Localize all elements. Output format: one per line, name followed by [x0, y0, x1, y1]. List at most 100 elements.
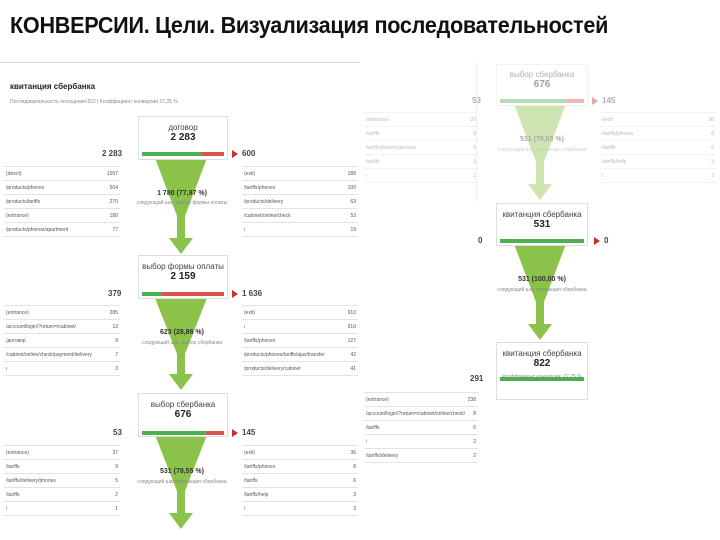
exits-count: 600 [242, 149, 256, 158]
table-row[interactable]: /tariffs 2 [364, 155, 478, 169]
exit-share-bar [202, 152, 224, 156]
entrance-table: (direct) 1097 /products/phones 504 /produc… [4, 166, 120, 237]
table-row[interactable]: (exit) 36 [600, 113, 716, 127]
step-value: 676 [174, 409, 192, 420]
exit-table: (exit) 36 /tariffs/phones 8 /tariffs 6 /tar… [242, 445, 358, 516]
step-value: 2 159 [170, 271, 196, 282]
exit-share-bar [566, 99, 584, 103]
table-row[interactable]: (entrance) 37 [4, 446, 120, 460]
exit-table: (exit) 36 /tariffs/phones 8 /tariffs 6 /tar… [600, 112, 716, 183]
table-row[interactable]: /tariffs/phones 8 [600, 127, 716, 141]
table-row[interactable]: (entrance) 238 [364, 393, 478, 407]
step-box[interactable]: выбор формы оплаты 2 159 [138, 255, 228, 299]
proceed-percent: 531 (78,55 %) [160, 468, 204, 475]
entrance-table: (entrance) 285 /account/login/?return=/ca… [4, 305, 120, 376]
table-row[interactable]: /1 [364, 169, 478, 183]
proceed-label: следующий шаг: выбор формы оплаты [136, 200, 228, 206]
table-row[interactable]: /tariffs 2 [4, 488, 120, 502]
table-row[interactable]: /tariffs/phones 127 [242, 334, 358, 348]
table-row[interactable]: /tariffs 9 [364, 127, 478, 141]
funnel-shape [155, 435, 207, 529]
proceed-label: следующий шаг: выбор сбербанка [141, 340, 223, 346]
table-row[interactable]: /tariffs/phones 8 [242, 460, 358, 474]
exits-count: 145 [602, 96, 616, 105]
table-row[interactable]: /19 [242, 223, 358, 237]
table-row[interactable]: (entrance) 37 [364, 113, 478, 127]
table-row[interactable]: (direct) 1097 [4, 167, 120, 181]
step-box[interactable]: выбор сбербанка 676 [496, 64, 588, 106]
step-name: выбор формы оплаты [142, 262, 224, 271]
step-value: 2 283 [170, 132, 196, 143]
table-row[interactable]: /tariffs 6 [364, 421, 478, 435]
exit-arrow-icon [232, 290, 238, 298]
table-row[interactable]: /610 [242, 320, 358, 334]
proceed-label: следующий шаг: квитанция сбербанка [497, 147, 587, 153]
step-name: квитанция сбербанка [502, 210, 582, 219]
funnel-shape [514, 244, 566, 340]
step-box[interactable]: квитанция сбербанка 822 Коэффициент конв… [496, 342, 588, 400]
exits-count: 145 [242, 428, 256, 437]
step-name: квитанция сбербанка [502, 349, 582, 358]
step-bar [500, 377, 584, 381]
table-row[interactable]: /tariffs/help 3 [600, 155, 716, 169]
table-row[interactable]: /cabinet/online/check 53 [242, 209, 358, 223]
goal-subtitle: Последовательность посещения 822 | Коэфф… [10, 99, 178, 105]
entrance-table: (entrance) 238 /account/login/?return=/ca… [364, 392, 478, 463]
entrance-table: (entrance) 37 /tariffs 9 /tariffs/delivery… [4, 445, 120, 516]
table-row[interactable]: /products/phones/apartment 77 [4, 223, 120, 237]
exit-arrow-icon [592, 97, 598, 105]
table-row[interactable]: /3 [242, 502, 358, 516]
exit-arrow-icon [594, 237, 600, 245]
table-row[interactable]: /cabinet/online/check/payment/delivery 7 [4, 348, 120, 362]
table-row[interactable]: /tariffs/delivery 2 [364, 449, 478, 463]
table-row[interactable]: (exit) 36 [242, 446, 358, 460]
proceed-label: следующий шаг: квитанция сбербанка [497, 287, 587, 293]
table-row[interactable]: /1 [4, 502, 120, 516]
table-row[interactable]: /products/phones/tariffs/ajax/transfer 42 [242, 348, 358, 362]
table-row[interactable]: /3 [4, 362, 120, 376]
table-row[interactable]: /products/tariffs 270 [4, 195, 120, 209]
funnel-shape [155, 158, 207, 254]
table-row[interactable]: /tariffs/phones 100 [242, 181, 358, 195]
table-row[interactable]: /договор 9 [4, 334, 120, 348]
table-row[interactable]: (entrance) 285 [4, 306, 120, 320]
exits-count: 0 [604, 236, 609, 245]
table-row[interactable]: /tariffs/delivery/phones 5 [4, 474, 120, 488]
table-row[interactable]: /tariffs/delivery/phones 5 [364, 141, 478, 155]
step-name: договор [168, 123, 198, 132]
table-row[interactable]: /tariffs/help 3 [242, 488, 358, 502]
table-row[interactable]: (exit) 188 [242, 167, 358, 181]
table-row[interactable]: /products/delivery 63 [242, 195, 358, 209]
exit-arrow-icon [232, 150, 238, 158]
goal-title: квитанция сбербанка [10, 82, 96, 91]
step-box[interactable]: квитанция сбербанка 531 [496, 203, 588, 246]
table-row[interactable]: /account/login/?return=/cabinet/online/c… [364, 407, 478, 421]
proceed-percent: 531 (100,00 %) [518, 276, 566, 283]
entrances-count: 379 [108, 289, 122, 298]
table-row[interactable]: /products/phones 504 [4, 181, 120, 195]
table-row[interactable]: /tariffs 6 [600, 141, 716, 155]
table-row[interactable]: /tariffs 9 [4, 460, 120, 474]
table-row[interactable]: (exit) 910 [242, 306, 358, 320]
slide-title: КОНВЕРСИИ. Цели. Визуализация последоват… [10, 12, 609, 38]
exit-share-bar [206, 431, 224, 435]
step-bar [500, 99, 584, 103]
step-value: 531 [533, 219, 551, 230]
entrances-count: 2 283 [102, 149, 123, 158]
table-row[interactable]: /products/delivery/cabinet 41 [242, 362, 358, 376]
panel-divider [0, 62, 360, 63]
proceed-percent: 623 (28,86 %) [160, 329, 204, 336]
exit-arrow-icon [232, 429, 238, 437]
table-row[interactable]: /3 [600, 169, 716, 183]
table-row[interactable]: /account/login/?return=/cabinet/13 [4, 320, 120, 334]
table-row[interactable]: /tariffs 6 [242, 474, 358, 488]
step-bar [142, 431, 224, 435]
funnel-shape [514, 104, 566, 200]
exit-table: (exit) 910 /610 /tariffs/phones 127 /produ… [242, 305, 358, 376]
step-box[interactable]: выбор сбербанка 676 [138, 393, 228, 437]
step-value: 676 [533, 79, 551, 90]
entrance-table: (entrance) 37 /tariffs 9 /tariffs/delivery… [364, 112, 478, 183]
step-name: выбор сбербанка [509, 70, 575, 79]
table-row[interactable]: (entrance) 180 [4, 209, 120, 223]
table-row[interactable]: /2 [364, 435, 478, 449]
